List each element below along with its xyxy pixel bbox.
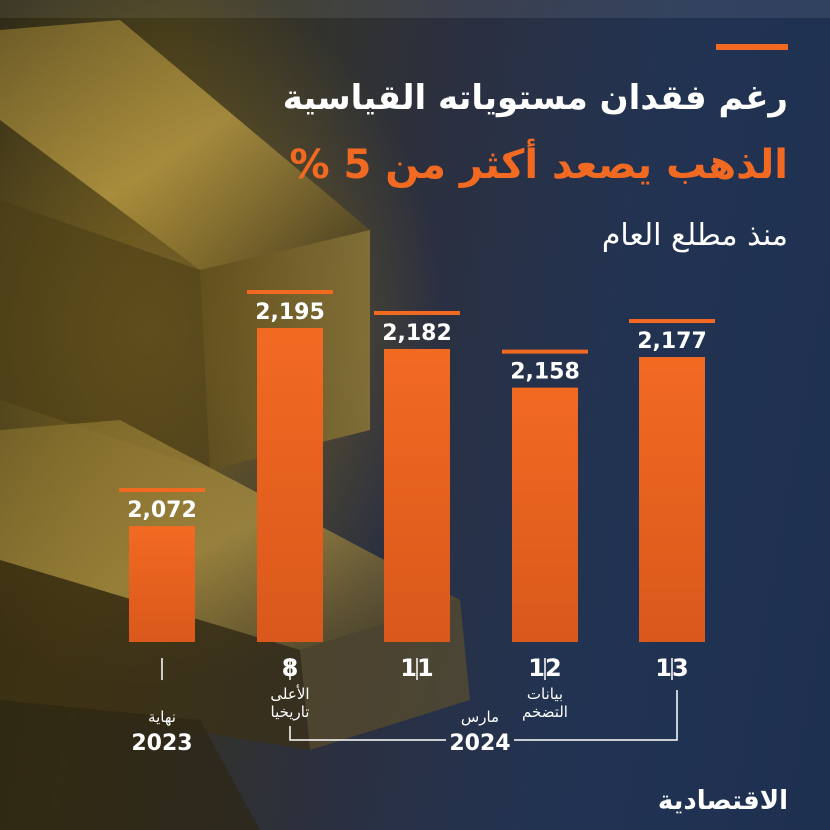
data-label: 2,182 [382, 321, 452, 346]
note-end: نهاية [148, 708, 176, 726]
note-record-line1: الأعلى [270, 684, 309, 703]
brand-logo: الاقتصادية [657, 786, 788, 816]
bar [129, 526, 195, 642]
bracket-left [289, 726, 446, 741]
day-label: 12 [528, 654, 561, 682]
data-label: 2,195 [255, 300, 325, 325]
page-subtitle-secondary: منذ مطلع العام [601, 218, 788, 253]
bar [512, 387, 578, 642]
month-label: مارس [461, 708, 499, 726]
bar [257, 328, 323, 642]
top-strip [0, 0, 830, 18]
note-inflation-line1: بيانات [527, 685, 563, 703]
bar-cap-line [374, 310, 460, 315]
bar [639, 357, 705, 642]
day-label: 13 [655, 654, 688, 682]
year-2024-label: 2024 [449, 731, 510, 756]
bar-cap-line [247, 290, 333, 295]
data-label: 2,177 [637, 329, 707, 354]
data-label: 2,158 [510, 360, 580, 385]
page-title: رغم فقدان مستوياته القياسية [282, 78, 788, 118]
bar-cap-line [629, 319, 715, 324]
bracket-right [514, 690, 678, 741]
bar-cap-line [502, 349, 588, 354]
bar [384, 348, 450, 642]
bar-cap-line [119, 488, 205, 493]
day-label: 8 [282, 654, 299, 682]
note-record-line2: تاريخيا [271, 703, 310, 721]
note-inflation-line2: التضخم [522, 703, 568, 721]
data-label: 2,072 [127, 498, 197, 523]
day-label: 11 [400, 654, 433, 682]
year-2023-label: 2023 [131, 731, 192, 756]
page-subtitle: الذهب يصعد أكثر من 5 % [289, 142, 788, 188]
accent-line [716, 44, 788, 50]
